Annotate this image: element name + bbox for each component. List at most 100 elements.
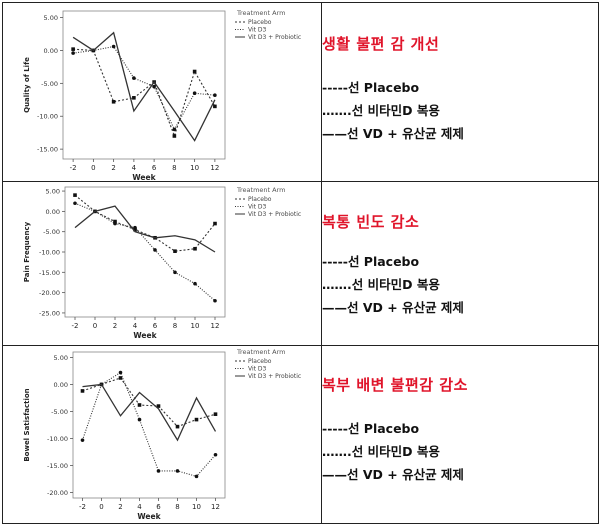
- data-point: [213, 452, 218, 457]
- legend-title: Treatment Arm: [236, 186, 285, 194]
- data-point: [213, 104, 217, 109]
- x-tick-label: 12: [211, 503, 220, 511]
- y-tick-label: -5.00: [51, 408, 68, 416]
- x-tick-label: -2: [70, 164, 77, 172]
- legend-entry: Vit D3 + Probiotic: [248, 373, 301, 380]
- y-tick-label: 5.00: [54, 354, 68, 362]
- row-title: 생활 불편 감 개선: [322, 35, 440, 53]
- series-line: [74, 205, 216, 253]
- quality-of-life-chart: 5.00 0.00 -5.00 -10.00 -15.00 -2 0 2 4 6 8 10 12 Week…: [23, 9, 301, 181]
- data-point: [71, 51, 75, 55]
- x-axis-label: Week: [137, 512, 161, 521]
- legend-vitd: …….선 비타민D 복용: [322, 103, 440, 118]
- y-tick-label: -10.00: [47, 435, 68, 443]
- plot-frame: [72, 351, 226, 499]
- description-cell: 복통 빈도 감소 -----선 Placebo …….선 비타민D 복용 ——선…: [321, 181, 599, 346]
- y-tick-label: -10.00: [37, 113, 58, 121]
- data-point: [132, 76, 136, 80]
- data-point: [133, 225, 137, 230]
- data-point: [133, 227, 137, 232]
- data-point: [173, 249, 177, 253]
- y-axis-label: Pain Frequency: [23, 221, 31, 282]
- legend-entry: Placebo: [248, 196, 272, 203]
- x-tick-label: 8: [172, 164, 176, 172]
- x-tick-label: 0: [91, 164, 95, 172]
- series-line: [81, 371, 216, 477]
- legend-entry: Vit D3 + Probiotic: [248, 34, 301, 41]
- data-point: [113, 219, 117, 224]
- legend-placebo: -----선 Placebo: [322, 254, 420, 269]
- data-point: [111, 99, 116, 104]
- legend-placebo: -----선 Placebo: [322, 80, 420, 95]
- data-point: [73, 201, 77, 206]
- x-tick-label: 4: [133, 322, 138, 330]
- x-tick-label: 6: [156, 503, 161, 511]
- data-point: [193, 281, 197, 286]
- data-point: [137, 403, 142, 407]
- bowel-satisfaction-chart: 5.00 0.00 -5.00 -10.00 -15.00 -20.00 -2 0 2 4 6 8 10…: [23, 348, 301, 521]
- y-tick-label: -10.00: [39, 249, 60, 257]
- data-point: [175, 469, 180, 473]
- x-tick-label: 10: [192, 503, 201, 511]
- legend-entry: Vit D3: [248, 27, 267, 34]
- x-tick-label: 8: [173, 322, 177, 330]
- y-tick-label: 5.00: [46, 188, 60, 196]
- pain-frequency-chart: 5.00 0.00 -5.00 -10.00 -15.00 -20.00 -25.00 -2 0…: [23, 186, 301, 340]
- legend-entry: Vit D3: [248, 204, 267, 211]
- data-point: [192, 69, 197, 74]
- data-point: [153, 248, 157, 252]
- y-axis-label: Bowel Satisfaction: [23, 388, 31, 461]
- data-point: [194, 417, 199, 422]
- series-line: [73, 48, 216, 138]
- plot-area: 5.00 0.00 -5.00 -10.00 -15.00 -20.00 -2 0 2 4 6 8 10…: [23, 351, 226, 521]
- data-point: [194, 474, 199, 479]
- y-tick-label: 0.00: [54, 381, 68, 389]
- x-tick-label: 0: [99, 503, 103, 511]
- data-point: [80, 438, 85, 442]
- x-axis-label: Week: [132, 173, 156, 181]
- legend-vitd: …….선 비타민D 복용: [322, 277, 440, 292]
- data-point: [156, 404, 161, 408]
- x-tick-label: 8: [175, 503, 179, 511]
- chart-cell: 5.00 0.00 -5.00 -10.00 -15.00 -20.00 -25.00 -2 0…: [2, 181, 322, 346]
- x-tick-label: 4: [137, 503, 142, 511]
- y-tick-label: -15.00: [39, 269, 60, 277]
- legend-placebo: -----선 Placebo: [322, 421, 420, 436]
- data-point: [73, 193, 77, 197]
- chart-cell: 5.00 0.00 -5.00 -10.00 -15.00 -2 0 2 4 6 8 10 12 Week…: [2, 2, 322, 182]
- table-row: 5.00 0.00 -5.00 -10.00 -15.00 -20.00 -25.00 -2 0…: [2, 181, 599, 346]
- y-tick-label: -15.00: [37, 146, 58, 154]
- legend-title: Treatment Arm: [236, 9, 285, 17]
- data-point: [132, 96, 136, 100]
- y-tick-label: -20.00: [39, 289, 60, 297]
- description-cell: 생활 불편 감 개선 -----선 Placebo …….선 비타민D 복용 —…: [321, 2, 599, 182]
- data-point: [172, 134, 177, 138]
- data-point: [113, 221, 117, 226]
- y-tick-label: 5.00: [44, 14, 58, 22]
- y-tick-label: -20.00: [47, 489, 68, 497]
- x-tick-label: 2: [118, 503, 122, 511]
- y-tick-label: 0.00: [44, 47, 58, 55]
- legend-entry: Placebo: [248, 19, 272, 26]
- data-point: [213, 221, 217, 226]
- x-tick-label: -2: [79, 503, 86, 511]
- y-tick-label: -25.00: [39, 309, 60, 317]
- x-axis-label: Week: [133, 331, 157, 340]
- x-tick-label: 0: [93, 322, 97, 330]
- data-point: [152, 84, 156, 89]
- description-cell: 복부 배변 불편감 감소 -----선 Placebo …….선 비타민D 복용…: [321, 345, 599, 524]
- legend-vd-probiotic: ——선 VD + 유산균 제제: [322, 126, 464, 141]
- row-title: 복통 빈도 감소: [322, 213, 420, 231]
- data-point: [71, 47, 75, 51]
- legend-entry: Vit D3: [248, 366, 267, 373]
- x-tick-label: 2: [111, 164, 115, 172]
- legend-vitd: …….선 비타민D 복용: [322, 444, 440, 459]
- x-tick-label: 10: [190, 164, 199, 172]
- y-axis-label: Quality of Life: [23, 57, 31, 113]
- series-line: [72, 31, 216, 142]
- legend-title: Treatment Arm: [236, 348, 285, 356]
